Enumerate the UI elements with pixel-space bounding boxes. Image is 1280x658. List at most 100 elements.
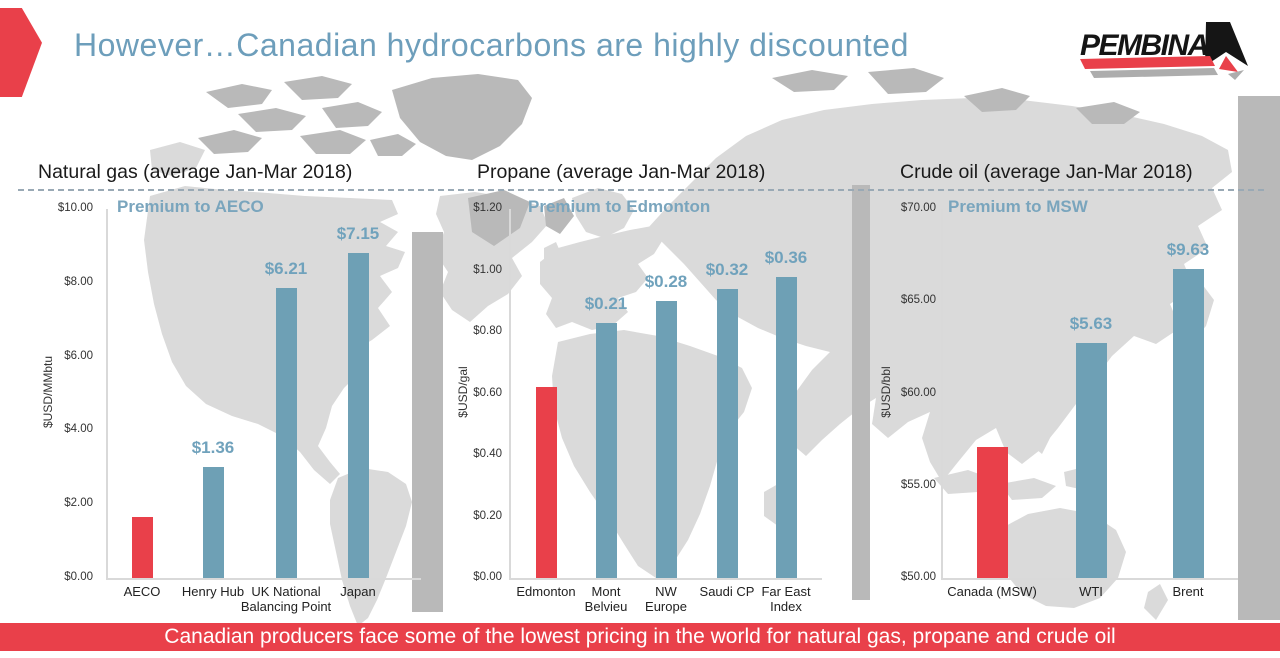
bar <box>655 301 677 578</box>
chart-title: Crude oil (average Jan-Mar 2018) <box>900 161 1193 183</box>
map-hudson-island <box>544 198 574 234</box>
bar <box>716 288 738 578</box>
category-label: AECO <box>123 584 161 599</box>
y-axis-line <box>941 209 943 578</box>
bottom-banner: Canadian producers face some of the lowe… <box>0 623 1280 651</box>
category-label: Japan <box>340 584 376 599</box>
bar <box>595 322 617 578</box>
y-tick-label: $10.00 <box>57 202 93 214</box>
y-tick-label: $1.00 <box>473 263 502 276</box>
bar-value-label: $6.21 <box>264 258 308 278</box>
category-label: NW Europe <box>645 584 687 614</box>
bar-value-label: $7.15 <box>336 224 380 244</box>
chart-subtitle: Premium to MSW <box>948 197 1088 216</box>
map-siberia-island-4 <box>1076 102 1140 124</box>
category-label: Brent <box>1172 584 1204 599</box>
chart-title: Propane (average Jan-Mar 2018) <box>477 161 766 183</box>
section-divider-dashed-line <box>18 189 1264 191</box>
map-indonesia-1 <box>934 470 990 494</box>
category-label: Mont Belvieu <box>584 584 628 614</box>
bar <box>535 387 557 578</box>
y-tick-label: $0.60 <box>473 386 502 399</box>
map-siberia-island-3 <box>964 88 1030 112</box>
map-europe <box>540 226 664 330</box>
bar-value-label: $0.36 <box>764 247 808 267</box>
y-tick-label: $4.00 <box>64 423 93 436</box>
pembina-logo-arrow-gray <box>1228 70 1244 80</box>
map-indonesia-2 <box>1000 478 1056 500</box>
y-tick-label: $0.00 <box>64 571 93 583</box>
category-label: Far East Index <box>761 584 811 614</box>
category-label: Henry Hub <box>181 584 245 599</box>
chart-subtitle: Premium to AECO <box>117 197 264 216</box>
bar-value-label: $0.32 <box>705 259 749 279</box>
map-philippines <box>1030 416 1052 454</box>
y-tick-label: $0.80 <box>473 325 502 337</box>
y-tick-label: $2.00 <box>64 497 93 510</box>
map-arctic-island-6 <box>300 130 366 154</box>
y-tick-label: $70.00 <box>900 202 936 214</box>
pembina-logo-text: PEMBINA <box>1080 29 1208 62</box>
map-shade-band-pacific <box>1238 96 1280 620</box>
map-arctic-island-7 <box>370 134 416 156</box>
y-tick-label: $65.00 <box>900 294 936 307</box>
bar <box>347 253 369 578</box>
bar <box>1075 343 1107 578</box>
map-shade-band-atlantic <box>412 232 443 612</box>
bar <box>275 287 297 578</box>
map-arctic-island-4 <box>322 102 382 128</box>
category-label: UK National Balancing Point <box>240 584 332 614</box>
pembina-logo: PEMBINA <box>1078 18 1258 80</box>
x-axis-baseline <box>941 578 1238 580</box>
map-uk <box>544 242 562 270</box>
map-new-zealand <box>1144 584 1168 620</box>
map-arctic-island-2 <box>284 76 352 100</box>
map-siberia-island-1 <box>772 70 848 92</box>
bar <box>976 447 1008 578</box>
pembina-logo-arrow-red <box>1219 56 1238 72</box>
y-tick-label: $6.00 <box>64 349 93 362</box>
map-scandinavia <box>572 188 634 238</box>
category-label: Canada (MSW) <box>947 584 1037 599</box>
y-tick-label: $8.00 <box>64 275 93 288</box>
map-south-america <box>330 468 412 626</box>
chart-subtitle: Premium to Edmonton <box>528 197 711 216</box>
map-alaska <box>150 142 205 176</box>
category-label: Saudi CP <box>699 584 755 599</box>
bar-value-label: $1.36 <box>191 437 235 457</box>
slide-title: However…Canadian hydrocarbons are highly… <box>74 27 909 63</box>
bar <box>202 466 224 578</box>
bar <box>775 276 797 578</box>
y-axis-label: $USD/MMbtu <box>41 355 55 429</box>
category-label: Edmonton <box>516 584 576 599</box>
bar <box>1172 269 1204 578</box>
map-baffin-island <box>468 190 530 246</box>
y-tick-label: $1.20 <box>473 202 502 214</box>
chart-title: Natural gas (average Jan-Mar 2018) <box>38 161 353 183</box>
y-axis-line <box>106 209 108 578</box>
map-shade-band-indian <box>852 185 870 600</box>
map-arctic-island-3 <box>238 108 306 132</box>
y-tick-label: $55.00 <box>900 478 936 491</box>
pembina-logo-arrow <box>1205 22 1248 66</box>
y-tick-label: $0.00 <box>473 571 502 583</box>
y-tick-label: $0.20 <box>473 509 502 522</box>
y-tick-label: $60.00 <box>900 386 936 399</box>
y-tick-label: $50.00 <box>900 571 936 583</box>
y-tick-label: $0.40 <box>473 448 502 460</box>
map-siberia-island-2 <box>868 68 944 94</box>
pembina-logo-gray-stripe <box>1090 68 1218 78</box>
bar-value-label: $0.21 <box>584 293 628 313</box>
x-axis-baseline <box>509 578 822 580</box>
pembina-logo-red-stripe <box>1080 56 1215 69</box>
map-north-america <box>144 186 405 484</box>
bar-value-label: $0.28 <box>644 272 688 292</box>
map-arctic-island-1 <box>206 84 272 108</box>
category-label: WTI <box>1079 584 1103 599</box>
bar-value-label: $9.63 <box>1166 240 1210 260</box>
bar-value-label: $5.63 <box>1069 314 1113 334</box>
bar <box>131 517 153 578</box>
y-axis-line <box>509 209 511 578</box>
map-arctic-island-5 <box>198 130 262 154</box>
